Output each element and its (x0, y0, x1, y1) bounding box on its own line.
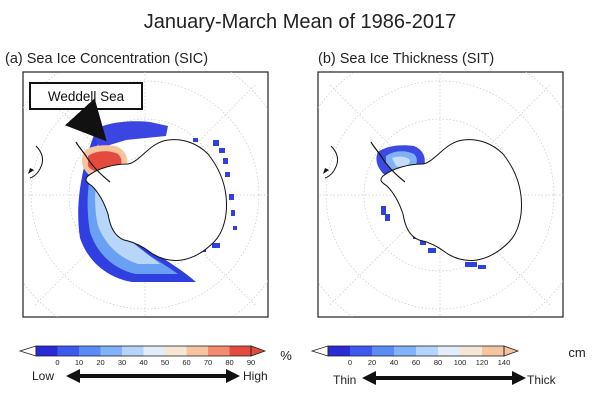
panel-b-colorbar-swatch (460, 346, 482, 356)
panel-b-colorbar-high-tail (503, 345, 520, 357)
panel-a-colorbar-swatch (143, 346, 165, 356)
panel-b-peninsula (370, 141, 406, 183)
panel-a-colorbar-tick-label: 50 (161, 358, 169, 367)
panel-a-label: (a) Sea Ice Concentration (SIC) (5, 51, 208, 67)
panel-b-colorbar-swatch (394, 346, 416, 356)
panel-b-colorbar: 0 20 40 60 80 100 120 140 (310, 345, 520, 367)
panel-a-islands (28, 168, 34, 174)
panel-a-south-america (29, 145, 43, 179)
panel-a-colorbar-swatch (57, 346, 79, 356)
panel-b-colorbar-swatch (372, 346, 394, 356)
panel-b-colorbar-tick-label: 0 (348, 358, 352, 367)
panel-b-colorbar-unit: cm (568, 345, 585, 360)
panel-a-colorbar-high-tail (250, 345, 267, 357)
panel-a-map (22, 71, 269, 318)
panel-a-colorbar-tick-label: 80 (225, 358, 233, 367)
panel-a-colorbar-low-tail (18, 345, 37, 357)
panel-a-colorbar-swatch (229, 346, 251, 356)
callout-arrow (65, 98, 107, 142)
panel-a-colorbar-tick-label: 10 (75, 358, 83, 367)
panel-a-colorbar-outline (35, 345, 252, 357)
panel-b-colorbar-tick-label: 20 (368, 358, 376, 367)
panel-b-colorbar-low-tail (310, 345, 329, 357)
panel-a-peninsula (75, 141, 111, 183)
panel-a-colorbar-tick-label: 60 (182, 358, 190, 367)
panel-a-colorbar-swatch (36, 346, 58, 356)
panel-b-range-arrow-left (362, 371, 376, 385)
panel-b-colorbar-swatch (416, 346, 438, 356)
panel-a-colorbar-swatch (79, 346, 101, 356)
panel-a-colorbar-swatch (208, 346, 230, 356)
panel-a-high-label: High (243, 369, 268, 383)
panel-a-colorbar-tick-label: 20 (96, 358, 104, 367)
panel-b-colorbar-swatch (482, 346, 504, 356)
panel-a-range-arrow-right (226, 369, 240, 383)
callout-label: Weddell Sea (48, 89, 125, 104)
panel-a-colorbar-tick-label: 0 (55, 358, 59, 367)
panel-b-colorbar-swatch (328, 346, 350, 356)
panel-b-islands (323, 168, 329, 174)
panel-b-colorbar-tick-label: 100 (454, 358, 467, 367)
panel-b-colorbar-tick-label: 140 (498, 358, 511, 367)
panel-b-colorbar-tick-label: 120 (476, 358, 489, 367)
panel-b-colorbar-swatch (438, 346, 460, 356)
panel-b-colorbar-tick-label: 40 (390, 358, 398, 367)
panel-a-colorbar-unit: % (280, 348, 292, 363)
panel-b-colorbar-tick-label: 60 (412, 358, 420, 367)
panel-a-colorbar-tick-label: 70 (204, 358, 212, 367)
panel-a-colorbar-tick-label: 40 (139, 358, 147, 367)
panel-b-antarctica-coast (380, 139, 522, 261)
panel-a-colorbar-swatch (122, 346, 144, 356)
panel-a-antarctica-coast (85, 139, 227, 261)
panel-b-colorbar-tick-label: 80 (434, 358, 442, 367)
panel-b-range-arrow-right (512, 371, 526, 385)
panel-a-range-arrow-left (66, 369, 80, 383)
panel-a-colorbar: 0 10 20 30 40 50 60 70 80 90 (18, 345, 267, 367)
panel-a-colorbar-tick-label: 30 (118, 358, 126, 367)
panel-a-colorbar-swatch (186, 346, 208, 356)
panel-b-south-america (324, 145, 338, 179)
panel-b-map (317, 71, 564, 318)
panel-b-label: (b) Sea Ice Thickness (SIT) (318, 51, 494, 67)
panel-b-high-label: Thick (527, 373, 557, 387)
panel-b-colorbar-outline (327, 345, 505, 357)
figure-title: January-March Mean of 1986-2017 (144, 11, 456, 33)
panel-a-colorbar-tick-label: 90 (247, 358, 255, 367)
panel-a-low-label: Low (32, 369, 54, 383)
panel-b-colorbar-swatch (350, 346, 372, 356)
weddell-sea-callout: Weddell Sea (29, 82, 143, 142)
panel-b-low-label: Thin (333, 373, 356, 387)
panel-a-colorbar-swatch (165, 346, 187, 356)
panel-a-colorbar-swatch (100, 346, 122, 356)
